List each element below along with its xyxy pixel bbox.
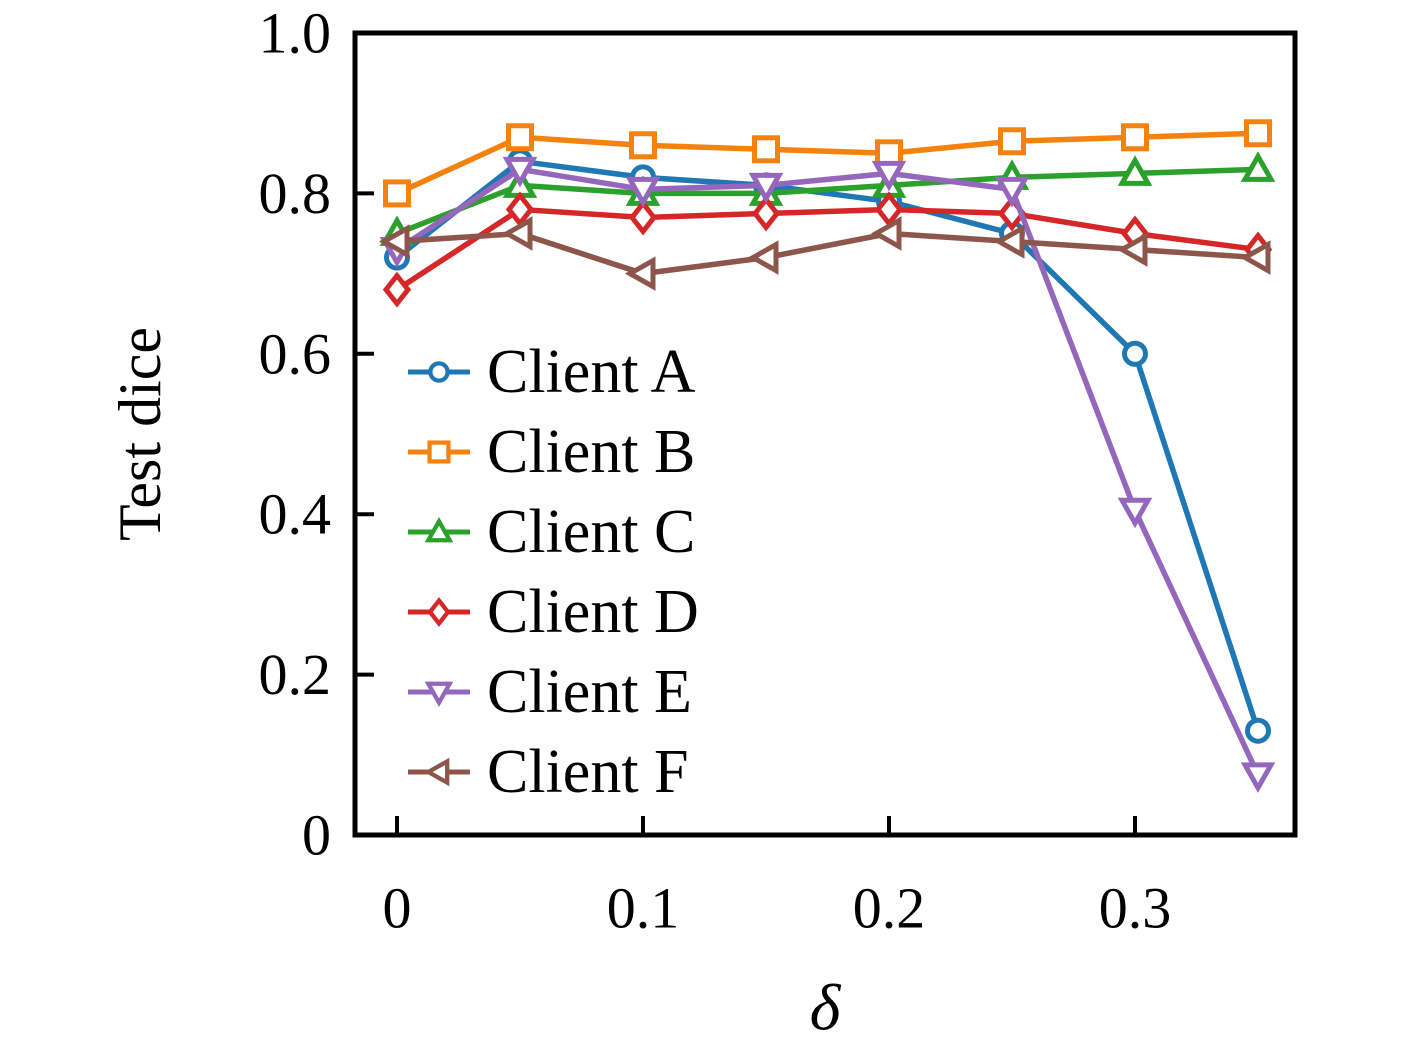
series-line	[394, 230, 1261, 277]
legend-item: Client F	[408, 738, 689, 806]
y-tick-label: 0.4	[259, 482, 332, 547]
y-tick-label: 1.0	[259, 1, 332, 66]
data-point-marker	[1122, 340, 1148, 367]
data-point-marker	[383, 179, 411, 208]
plot-frame	[352, 30, 1298, 838]
legend-label: Client B	[487, 418, 695, 486]
data-point-marker	[1245, 717, 1271, 744]
legend-label: Client F	[487, 738, 689, 806]
y-tick-label: 0	[302, 803, 331, 868]
data-point-marker	[871, 160, 907, 192]
legend-item: Client C	[408, 498, 695, 566]
legend-label: Client C	[487, 498, 695, 566]
legend-label: Client E	[487, 658, 692, 726]
series-line	[394, 166, 1261, 237]
y-tick-label: 0.2	[259, 642, 332, 707]
x-tick-label: 0	[383, 876, 412, 941]
data-point-marker	[502, 156, 538, 188]
x-tick-label: 0.1	[607, 876, 680, 941]
x-tick-label: 0.2	[853, 876, 926, 941]
data-point-marker	[998, 127, 1026, 156]
data-point-marker	[870, 216, 902, 251]
data-point-marker	[1244, 119, 1272, 148]
data-point-marker	[748, 172, 784, 204]
series-line	[394, 206, 1261, 293]
data-point-marker	[1240, 151, 1276, 182]
data-point-marker	[424, 517, 454, 543]
data-point-marker	[1240, 762, 1276, 793]
series-client-b	[383, 119, 1272, 208]
data-point-marker	[501, 216, 533, 251]
series-line	[394, 166, 1261, 778]
data-point-marker	[424, 681, 454, 707]
series-client-f	[378, 216, 1271, 291]
data-point-marker	[747, 240, 779, 275]
y-axis-label: Test dice	[107, 327, 173, 541]
y-tick-label: 0.6	[259, 321, 332, 386]
data-point-marker	[751, 195, 781, 232]
data-point-marker	[1116, 232, 1148, 267]
x-tick-label: 0.3	[1099, 876, 1172, 941]
data-point-marker	[628, 199, 658, 236]
legend-label: Client D	[487, 578, 699, 646]
data-point-marker	[427, 597, 451, 627]
legend-item: Client A	[408, 338, 696, 406]
legend: Client A Client B Client C Client D Client E…	[408, 338, 699, 806]
series-line	[394, 130, 1261, 197]
legend-item: Client E	[408, 658, 692, 726]
data-point-marker	[428, 361, 450, 383]
data-point-marker	[629, 131, 657, 160]
data-point-marker	[427, 440, 451, 464]
data-point-marker	[1121, 123, 1149, 152]
data-point-marker	[1239, 240, 1271, 275]
x-axis-label: δ	[810, 972, 842, 1045]
data-point-marker	[1117, 155, 1153, 186]
data-point-marker	[424, 757, 450, 787]
data-point-marker	[506, 123, 534, 152]
series-line	[394, 158, 1261, 734]
data-point-marker	[993, 224, 1025, 259]
legend-item: Client D	[408, 578, 699, 646]
data-point-marker	[752, 135, 780, 164]
data-point-marker	[625, 176, 661, 208]
data-point-marker	[994, 176, 1030, 208]
data-point-marker	[378, 224, 410, 259]
data-point-marker	[1117, 497, 1153, 529]
data-point-marker	[624, 256, 656, 291]
y-tick-label: 0.8	[259, 161, 332, 226]
legend-label: Client A	[487, 338, 696, 406]
legend-item: Client B	[408, 418, 695, 486]
data-point-marker	[382, 271, 412, 308]
